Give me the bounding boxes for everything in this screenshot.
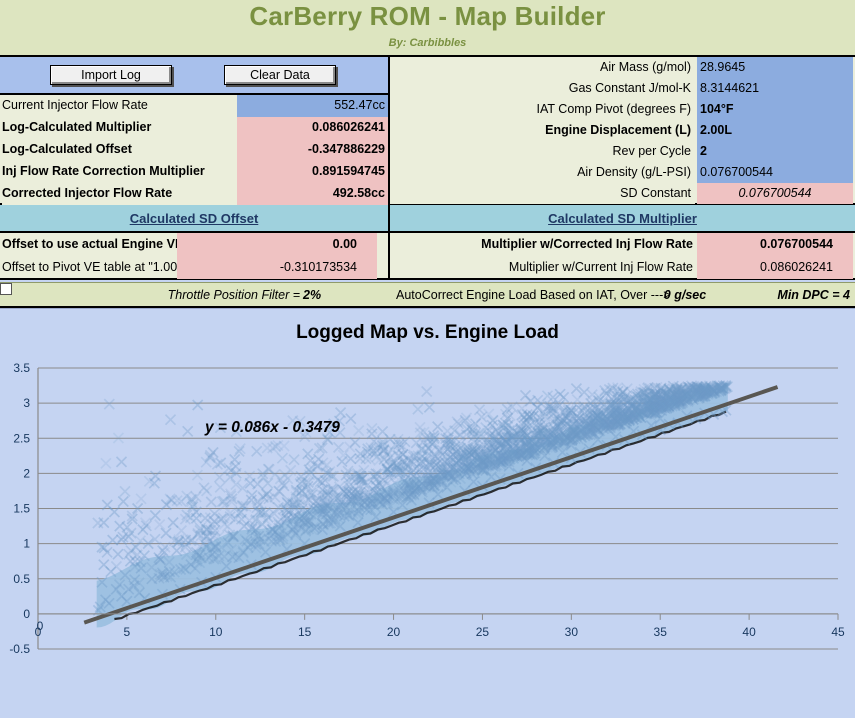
engine-constants-panel: Air Mass (g/mol) 28.9645 Gas Constant J/mo…: [390, 57, 855, 205]
option-label: Multiplier w/Corrected Inj Flow Rate: [481, 237, 693, 251]
svg-text:0: 0: [23, 607, 30, 621]
svg-text:1.5: 1.5: [13, 502, 30, 516]
x-axis-tick-labels: 0 5 10 15 20 25 30 35 40 45: [35, 625, 845, 639]
option-row: Offset to use actual Engine VE 0.00: [0, 233, 388, 256]
table-row: Air Mass (g/mol) 28.9645: [390, 57, 855, 78]
row-value[interactable]: 552.47cc: [237, 95, 388, 117]
row-label: Current Injector Flow Rate: [2, 95, 237, 117]
row-label: Log-Calculated Offset: [2, 139, 237, 161]
calculated-sd-multiplier-title: Calculated SD Multiplier: [548, 211, 697, 226]
trend-line: [83, 385, 779, 625]
option-row: Multiplier w/Corrected Inj Flow Rate 0.07…: [390, 233, 855, 256]
status-bar: Throttle Position Filter = 2% AutoCorrec…: [0, 282, 855, 308]
clear-data-button[interactable]: Clear Data: [224, 65, 336, 85]
svg-text:30: 30: [565, 625, 579, 639]
svg-text:0.5: 0.5: [13, 572, 30, 586]
app-title: CarBerry ROM - Map Builder: [249, 1, 606, 31]
gsec-value[interactable]: 0 g/sec: [663, 288, 707, 302]
row-value[interactable]: -0.347886229: [237, 139, 388, 161]
row-label: Gas Constant J/mol-K: [390, 78, 695, 99]
app-banner: CarBerry ROM - Map Builder By: Carbibble…: [0, 0, 855, 57]
option-label: Offset to use actual Engine VE: [2, 237, 177, 251]
autocorrect-checkbox[interactable]: [0, 283, 12, 295]
option-label: Offset to Pivot VE table at "1.0000": [2, 260, 177, 274]
throttle-filter-value[interactable]: 2%: [303, 288, 322, 302]
row-label: Rev per Cycle: [390, 141, 695, 162]
svg-text:10: 10: [209, 625, 223, 639]
row-value[interactable]: 104°F: [697, 99, 853, 120]
row-label: SD Constant: [390, 183, 695, 204]
import-log-button[interactable]: Import Log: [50, 65, 172, 85]
row-value[interactable]: 0.086026241: [237, 117, 388, 139]
table-row: Rev per Cycle 2: [390, 141, 855, 162]
svg-text:45: 45: [831, 625, 845, 639]
table-row: Inj Flow Rate Correction Multiplier 0.891…: [0, 161, 388, 183]
row-label: Inj Flow Rate Correction Multiplier: [2, 161, 237, 183]
autocorrect-label: AutoCorrect Engine Load Based on IAT, Ov…: [396, 288, 671, 302]
table-row: Corrected Injector Flow Rate 492.58cc: [0, 183, 388, 205]
row-label: Engine Displacement (L): [390, 120, 695, 141]
table-row: IAT Comp Pivot (degrees F) 104°F: [390, 99, 855, 120]
svg-text:1: 1: [23, 537, 30, 551]
chart-panel: -0.5 0 0.5 1 1.5 2 2.5 3 3.5 0 5 10 15 20 25 30 35 40 45 0 …: [0, 308, 855, 718]
row-value[interactable]: 2.00L: [697, 120, 853, 141]
toolbar: Import Log Clear Data: [0, 57, 390, 95]
svg-text:3.5: 3.5: [13, 361, 30, 375]
row-label: Air Mass (g/mol): [390, 57, 695, 78]
sd-multiplier-options: Multiplier w/Corrected Inj Flow Rate 0.07…: [390, 233, 855, 280]
scatter-markers: [92, 379, 734, 617]
option-value: -0.310173534: [177, 256, 377, 279]
option-label: Multiplier w/Current Inj Flow Rate: [508, 260, 693, 274]
y-axis-tick-labels: -0.5 0 0.5 1 1.5 2 2.5 3 3.5: [9, 361, 30, 656]
row-label: Log-Calculated Multiplier: [2, 117, 237, 139]
row-value[interactable]: 492.58cc: [237, 183, 388, 205]
row-value[interactable]: 0.076700544: [697, 183, 853, 204]
option-row: Offset to Pivot VE table at "1.0000" -0.3…: [0, 256, 388, 279]
table-row: Engine Displacement (L) 2.00L: [390, 120, 855, 141]
svg-text:-0.5: -0.5: [9, 642, 30, 656]
row-value[interactable]: 0.076700544: [697, 162, 853, 183]
chart-title: Logged Map vs. Engine Load: [296, 322, 559, 343]
row-label: Corrected Injector Flow Rate: [2, 183, 237, 205]
table-row: Log-Calculated Offset -0.347886229: [0, 139, 388, 161]
logged-map-scatter-plot: -0.5 0 0.5 1 1.5 2 2.5 3 3.5 0 5 10 15 20 25 30 35 40 45 0: [0, 309, 855, 718]
calculated-sd-offset-header: Calculated SD Offset: [0, 205, 390, 233]
svg-text:5: 5: [124, 625, 131, 639]
option-row: Multiplier w/Current Inj Flow Rate 0.0860…: [390, 256, 855, 279]
row-label: Air Density (g/L-PSI): [390, 162, 695, 183]
svg-text:3: 3: [23, 396, 30, 410]
calculated-sd-offset-title: Calculated SD Offset: [129, 211, 259, 226]
svg-text:0: 0: [35, 625, 42, 639]
svg-text:25: 25: [476, 625, 490, 639]
option-value: 0.076700544: [697, 233, 853, 256]
calculated-sd-multiplier-header: Calculated SD Multiplier: [390, 205, 855, 233]
app-subtitle: By: Carbibbles: [388, 37, 467, 49]
table-row: Log-Calculated Multiplier 0.086026241: [0, 117, 388, 139]
row-value[interactable]: 2: [697, 141, 853, 162]
svg-text:35: 35: [654, 625, 668, 639]
option-value: 0.086026241: [697, 256, 853, 279]
svg-text:20: 20: [387, 625, 401, 639]
row-value[interactable]: 28.9645: [697, 57, 853, 78]
throttle-filter-label: Throttle Position Filter =: [167, 288, 300, 302]
option-value: 0.00: [177, 233, 377, 256]
svg-text:2.5: 2.5: [13, 431, 30, 445]
svg-text:0: 0: [37, 619, 44, 633]
min-dpc-value[interactable]: Min DPC = 4: [777, 288, 850, 302]
sd-offset-options: Offset to use actual Engine VE 0.00 Offset…: [0, 233, 390, 280]
row-value[interactable]: 8.3144621: [697, 78, 853, 99]
trendline-equation: y = 0.086x - 0.3479: [205, 419, 340, 436]
table-row: SD Constant 0.076700544: [390, 183, 855, 204]
table-row: Gas Constant J/mol-K 8.3144621: [390, 78, 855, 99]
table-row: Current Injector Flow Rate 552.47cc: [0, 95, 388, 117]
axes: [37, 368, 839, 649]
svg-text:2: 2: [23, 466, 30, 480]
table-row: Air Density (g/L-PSI) 0.076700544: [390, 162, 855, 183]
injector-flow-panel: Current Injector Flow Rate 552.47cc Log-Ca…: [0, 95, 390, 205]
row-label: IAT Comp Pivot (degrees F): [390, 99, 695, 120]
svg-text:40: 40: [742, 625, 756, 639]
row-value[interactable]: 0.891594745: [237, 161, 388, 183]
svg-text:15: 15: [298, 625, 312, 639]
